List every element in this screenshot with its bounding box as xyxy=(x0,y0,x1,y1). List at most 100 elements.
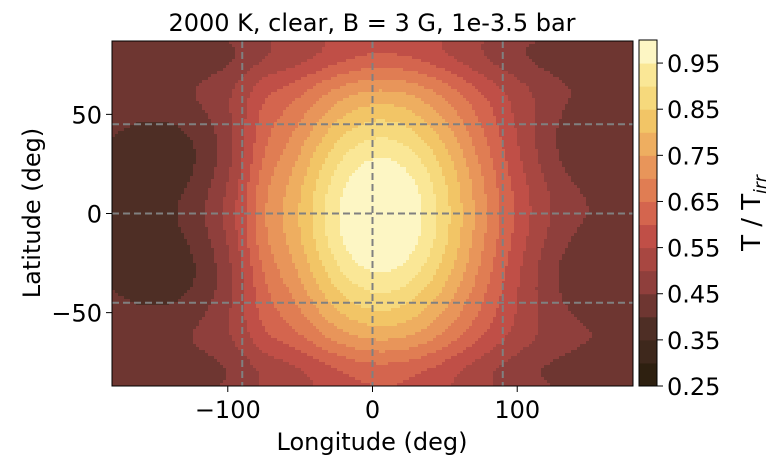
contour-cell xyxy=(238,56,242,60)
contour-cell xyxy=(277,86,281,90)
contour-cell xyxy=(460,47,464,51)
contour-cell xyxy=(151,44,155,48)
contour-cell xyxy=(529,92,533,96)
contour-cell xyxy=(427,89,431,93)
contour-cell xyxy=(139,56,143,60)
contour-cell xyxy=(556,44,560,48)
contour-cell xyxy=(208,62,212,66)
contour-cell xyxy=(520,68,524,72)
contour-cell xyxy=(475,80,479,84)
contour-cell xyxy=(403,62,407,66)
contour-cell xyxy=(604,47,608,51)
contour-cell xyxy=(331,56,335,60)
contour-cell xyxy=(220,50,224,54)
contour-cell xyxy=(373,80,377,84)
contour-cell xyxy=(421,80,425,84)
contour-cell xyxy=(280,92,284,96)
contour-cell xyxy=(193,89,197,93)
contour-cell xyxy=(337,86,341,90)
contour-cell xyxy=(412,65,416,69)
contour-cell xyxy=(127,44,131,48)
contour-cell xyxy=(583,77,587,81)
contour-cell xyxy=(343,92,347,96)
contour-cell xyxy=(226,53,230,57)
contour-cell xyxy=(289,86,293,90)
contour-cell xyxy=(133,50,137,54)
contour-cell xyxy=(256,95,260,99)
contour-cell xyxy=(343,44,347,48)
contour-cell xyxy=(136,65,140,69)
contour-cell xyxy=(559,80,563,84)
contour-cell xyxy=(277,65,281,69)
contour-cell xyxy=(271,86,275,90)
contour-cell xyxy=(454,71,458,75)
contour-cell xyxy=(421,62,425,66)
contour-cell xyxy=(424,89,428,93)
contour-cell xyxy=(397,59,401,63)
contour-cell xyxy=(421,77,425,81)
contour-cell xyxy=(328,71,332,75)
contour-cell xyxy=(193,92,197,96)
contour-cell xyxy=(598,62,602,66)
contour-cell xyxy=(127,95,131,99)
contour-cell xyxy=(523,83,527,87)
contour-cell xyxy=(202,80,206,84)
contour-cell xyxy=(328,92,332,96)
contour-cell xyxy=(256,86,260,90)
contour-cell xyxy=(343,47,347,51)
contour-cell xyxy=(496,92,500,96)
contour-cell xyxy=(199,47,203,51)
contour-cell xyxy=(490,89,494,93)
contour-cell xyxy=(523,74,527,78)
contour-cell xyxy=(484,80,488,84)
contour-cell xyxy=(604,83,608,87)
contour-cell xyxy=(172,77,176,81)
contour-cell xyxy=(592,83,596,87)
contour-cell xyxy=(130,41,134,45)
contour-cell xyxy=(562,59,566,63)
contour-cell xyxy=(610,50,614,54)
contour-cell xyxy=(289,59,293,63)
contour-cell xyxy=(307,47,311,51)
contour-cell xyxy=(355,71,359,75)
contour-cell xyxy=(424,95,428,99)
contour-cell xyxy=(355,44,359,48)
contour-cell xyxy=(193,56,197,60)
contour-cell xyxy=(397,83,401,87)
contour-cell xyxy=(628,59,632,63)
contour-cell xyxy=(559,77,563,81)
contour-cell xyxy=(433,41,437,45)
contour-cell xyxy=(358,59,362,63)
contour-cell xyxy=(343,89,347,93)
contour-cell xyxy=(565,47,569,51)
contour-cell xyxy=(448,86,452,90)
contour-cell xyxy=(415,44,419,48)
contour-cell xyxy=(331,83,335,87)
contour-cell xyxy=(163,95,167,99)
contour-cell xyxy=(457,71,461,75)
contour-cell xyxy=(235,68,239,72)
contour-cell xyxy=(469,65,473,69)
contour-cell xyxy=(409,68,413,72)
contour-cell xyxy=(325,41,329,45)
contour-cell xyxy=(292,95,296,99)
contour-cell xyxy=(205,44,209,48)
contour-cell xyxy=(511,86,515,90)
contour-cell xyxy=(418,56,422,60)
contour-cell xyxy=(352,65,356,69)
contour-cell xyxy=(430,77,434,81)
contour-cell xyxy=(397,47,401,51)
contour-cell xyxy=(610,92,614,96)
contour-cell xyxy=(382,68,386,72)
contour-cell xyxy=(169,50,173,54)
contour-cell xyxy=(133,74,137,78)
contour-cell xyxy=(439,86,443,90)
contour-cell xyxy=(130,47,134,51)
contour-cell xyxy=(223,71,227,75)
contour-cell xyxy=(295,65,299,69)
contour-cell xyxy=(505,47,509,51)
contour-cell xyxy=(127,83,131,87)
contour-cell xyxy=(517,56,521,60)
contour-cell xyxy=(577,83,581,87)
contour-cell xyxy=(157,89,161,93)
